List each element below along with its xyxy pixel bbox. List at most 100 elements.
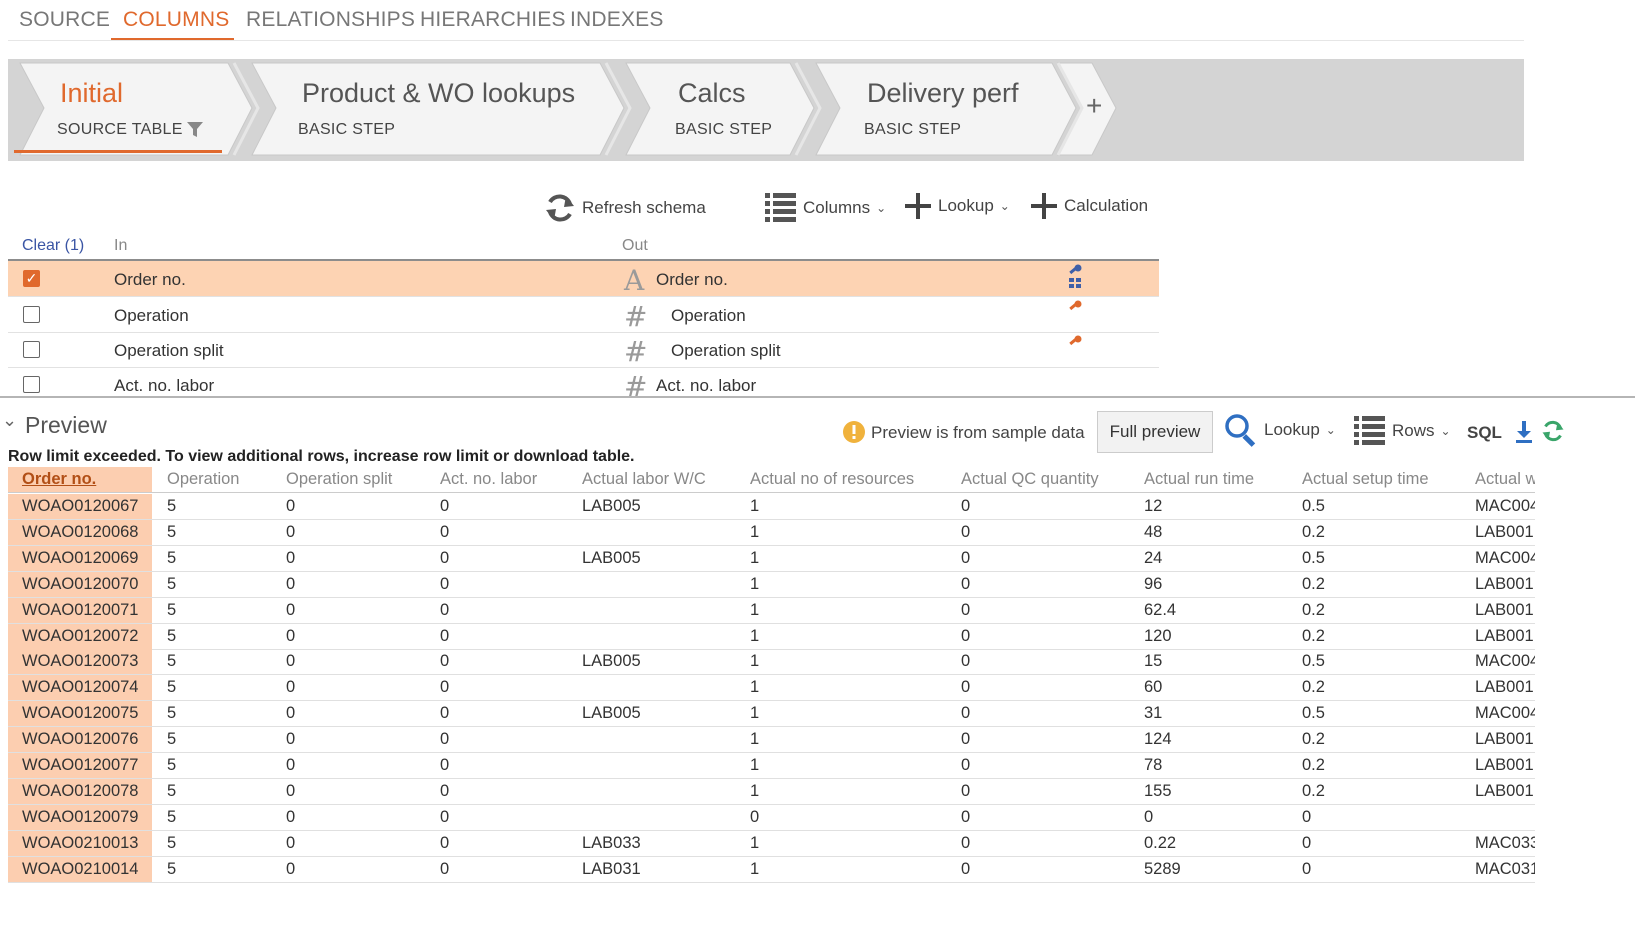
table-cell: LAB001 [1475, 781, 1534, 800]
table-row[interactable]: WOAO0120078 5 0 0 1 0 155 0.2 LAB001 [8, 778, 1535, 805]
table-cell: WOAO0120069 [22, 548, 139, 567]
table-row[interactable]: WOAO0120068 5 0 0 1 0 48 0.2 LAB001 [8, 519, 1535, 546]
tab-columns[interactable]: COLUMNS [123, 8, 230, 31]
out-column-name[interactable]: Act. no. labor [656, 376, 757, 395]
download-icon[interactable] [1514, 420, 1534, 444]
table-cell: 0.2 [1302, 730, 1325, 749]
grid-header-cell[interactable]: Operation split [286, 470, 393, 488]
table-row[interactable]: WOAO0120070 5 0 0 1 0 96 0.2 LAB001 [8, 571, 1535, 598]
sql-button[interactable]: SQL [1467, 423, 1502, 442]
row-checkbox[interactable] [23, 376, 40, 393]
add-calculation-button[interactable]: Calculation [1030, 192, 1148, 220]
table-cell: 0.2 [1302, 678, 1325, 697]
table-row[interactable]: WOAO0120074 5 0 0 1 0 60 0.2 LAB001 [8, 675, 1535, 702]
table-row[interactable]: WOAO0120073 5 0 0 LAB005 1 0 15 0.5 MAC004 [8, 649, 1535, 676]
preview-splitter[interactable] [0, 396, 1635, 398]
text-type-icon[interactable]: A [624, 264, 645, 297]
step-title-initial[interactable]: Initial [60, 78, 124, 108]
table-row[interactable]: WOAO0120069 5 0 0 LAB005 1 0 24 0.5 MAC004 [8, 545, 1535, 572]
step-chevron-initial[interactable] [19, 62, 253, 156]
table-cell: MAC004 [1475, 497, 1535, 515]
grid-header-row: Order no. Operation Operation split Act.… [8, 467, 1535, 493]
table-cell: 0 [440, 497, 450, 515]
table-cell: 0 [286, 704, 296, 723]
table-row[interactable]: WOAO0120067 5 0 0 LAB005 1 0 12 0.5 MAC004 [8, 494, 1535, 520]
schema-row[interactable]: Act. no. labor # Act. no. labor [8, 367, 1159, 403]
rows-dropdown[interactable]: Rows ⌄ [1353, 415, 1451, 446]
table-cell: 1 [750, 859, 760, 878]
grid-header-cell[interactable]: Actual setup time [1302, 470, 1429, 488]
grid-header-cell[interactable]: Actual no of resources [750, 470, 915, 488]
preview-lookup-dropdown[interactable]: Lookup ⌄ [1224, 413, 1336, 447]
schema-row[interactable]: Operation # Operation [8, 297, 1159, 333]
number-type-icon[interactable]: # [624, 335, 648, 368]
tab-indexes[interactable]: INDEXES [570, 8, 664, 31]
table-cell: 0.2 [1302, 781, 1325, 800]
in-column-name: Act. no. labor [114, 376, 215, 395]
add-step-button[interactable]: + [1086, 90, 1103, 121]
refresh-icon [546, 194, 574, 222]
grid-header-cell[interactable]: Actual QC quantity [961, 470, 1099, 488]
table-cell: 0 [961, 626, 971, 645]
step-title-delivery-perf[interactable]: Delivery perf [867, 78, 1019, 108]
table-cell: 0 [286, 756, 296, 774]
row-checkbox[interactable]: ✓ [23, 270, 40, 287]
table-row[interactable]: WOAO0210013 5 0 0 LAB033 1 0 0.22 0 MAC033 [8, 830, 1535, 857]
grid-header-cell[interactable]: Actual w [1475, 470, 1535, 488]
row-checkbox[interactable] [23, 341, 40, 358]
out-column-name[interactable]: Operation [671, 306, 746, 325]
step-chevron-calcs[interactable] [625, 62, 815, 156]
table-cell: 0 [750, 807, 760, 826]
lookup-dropdown[interactable]: Lookup ⌄ [904, 192, 1010, 220]
table-cell: MAC004 [1475, 704, 1535, 723]
key-column-highlight [8, 701, 152, 727]
step-chevron-delivery-perf[interactable] [815, 62, 1077, 156]
table-cell: 5 [167, 652, 177, 671]
number-type-icon[interactable]: # [624, 300, 648, 333]
full-preview-button[interactable]: Full preview [1097, 411, 1213, 453]
refresh-schema-button[interactable]: Refresh schema [544, 192, 706, 224]
out-column-name[interactable]: Order no. [656, 270, 728, 289]
out-column-name[interactable]: Operation split [671, 341, 781, 360]
table-cell: WOAO0120074 [22, 678, 139, 697]
table-row[interactable]: WOAO0120075 5 0 0 LAB005 1 0 31 0.5 MAC004 [8, 701, 1535, 728]
schema-row[interactable]: Operation split # Operation split [8, 332, 1159, 368]
columns-dropdown[interactable]: Columns ⌄ [764, 192, 886, 223]
schema-row[interactable]: ✓ Order no. A Order no. [8, 261, 1159, 297]
collapse-chevron-icon[interactable]: ⌄ [2, 410, 18, 430]
number-type-icon[interactable]: # [624, 370, 648, 403]
tab-hierarchies[interactable]: HIERARCHIES [420, 8, 566, 31]
refresh-preview-icon[interactable] [1541, 419, 1565, 443]
table-cell: 0 [440, 807, 450, 826]
table-cell: 0.5 [1302, 548, 1325, 567]
tab-relationships[interactable]: RELATIONSHIPS [246, 8, 416, 31]
table-cell: 0 [286, 626, 296, 645]
table-cell: WOAO0120068 [22, 522, 139, 541]
clear-selection-link[interactable]: Clear (1) [22, 237, 85, 254]
table-row[interactable]: WOAO0210014 5 0 0 LAB031 1 0 5289 0 MAC031 [8, 856, 1535, 883]
grid-header-cell[interactable]: Actual run time [1144, 470, 1255, 488]
table-row[interactable]: WOAO0120077 5 0 0 1 0 78 0.2 LAB001 [8, 753, 1535, 779]
table-cell: 0 [961, 678, 971, 697]
chevron-down-icon: ⌄ [1440, 423, 1451, 438]
step-title-calcs[interactable]: Calcs [678, 78, 746, 108]
active-tab-indicator [111, 38, 234, 41]
table-row[interactable]: WOAO0120079 5 0 0 0 0 0 0 [8, 804, 1535, 831]
filter-icon[interactable] [186, 121, 204, 138]
table-cell: 1 [750, 522, 760, 541]
grid-header-cell[interactable]: Actual labor W/C [582, 470, 706, 488]
step-title-product-wo-lookups[interactable]: Product & WO lookups [302, 78, 576, 108]
table-cell: 0 [440, 678, 450, 697]
grid-header-cell[interactable]: Order no. [22, 470, 97, 488]
table-cell: 0 [440, 574, 450, 593]
table-row[interactable]: WOAO0120076 5 0 0 1 0 124 0.2 LAB001 [8, 727, 1535, 754]
row-checkbox[interactable] [23, 306, 40, 323]
out-column-header: Out [622, 237, 648, 254]
table-row[interactable]: WOAO0120071 5 0 0 1 0 62.4 0.2 LAB001 [8, 597, 1535, 624]
table-row[interactable]: WOAO0120072 5 0 0 1 0 120 0.2 LAB001 [8, 623, 1535, 650]
tab-source[interactable]: SOURCE [19, 8, 111, 31]
grid-header-cell[interactable]: Operation [167, 470, 240, 488]
step-chevron-product-wo-lookups[interactable] [251, 62, 625, 156]
grid-header-cell[interactable]: Act. no. labor [440, 470, 538, 488]
table-cell: LAB001 [1475, 678, 1534, 697]
